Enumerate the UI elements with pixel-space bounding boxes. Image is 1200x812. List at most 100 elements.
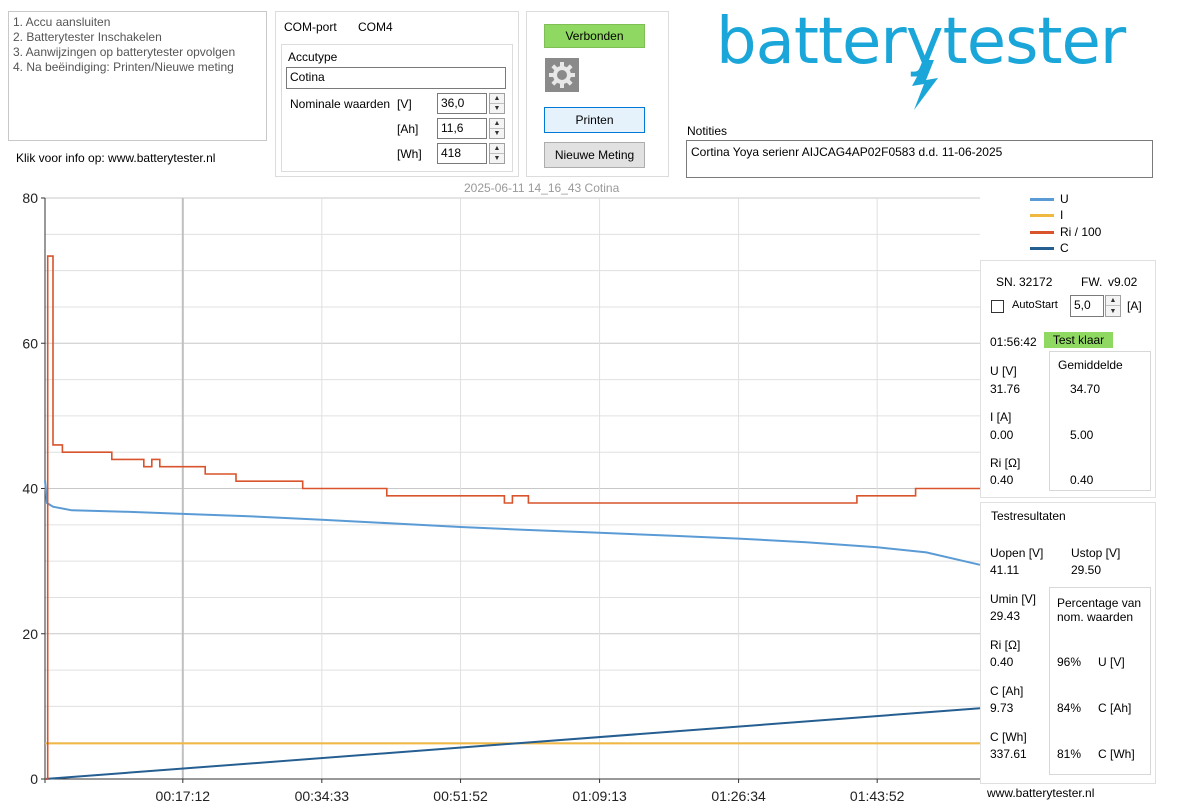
x-tick-label: 00:17:12: [156, 788, 211, 804]
results-panel: Testresultaten Uopen [V] 41.11 Ustop [V]…: [980, 502, 1156, 784]
device-panel: SN. 32172 FW. v9.02 AutoStart 5,0 ▲ ▼ [A]…: [980, 260, 1156, 498]
i-average: 5.00: [1070, 428, 1094, 442]
legend-u-label: U: [1060, 192, 1069, 206]
step-2: 2. Batterytester Inschakelen: [13, 30, 162, 44]
legend-c: C: [1030, 241, 1069, 255]
fw-value: v9.02: [1108, 275, 1138, 289]
ri-average: 0.40: [1070, 473, 1094, 487]
y-tick-label: 80: [22, 190, 38, 206]
ustop-value: 29.50: [1071, 563, 1102, 577]
instructions-box: 1. Accu aansluiten 2. Batterytester Insc…: [8, 11, 267, 141]
y-tick-label: 60: [22, 335, 38, 351]
legend-u: U: [1030, 192, 1069, 206]
results-ri-value: 0.40: [990, 655, 1014, 669]
average-group: Gemiddelde: [1049, 351, 1151, 491]
nominal-unit-wh: [Wh]: [397, 147, 422, 161]
spin-down-icon[interactable]: ▼: [493, 154, 501, 162]
u-label: U [V]: [990, 364, 1017, 378]
umin-label: Umin [V]: [990, 592, 1037, 606]
legend-c-label: C: [1060, 241, 1069, 255]
cah-percentage: 84%: [1057, 701, 1082, 715]
com-port-label: COM-port: [284, 20, 337, 34]
results-ri-label: Ri [Ω]: [990, 638, 1021, 652]
cah-label: C [Ah]: [990, 684, 1024, 698]
results-title: Testresultaten: [991, 509, 1066, 523]
step-4: 4. Na beëindiging: Printen/Nieuwe meting: [13, 60, 234, 74]
spin-up-icon[interactable]: ▲: [1106, 296, 1120, 306]
nominal-v-spinner[interactable]: ▲ ▼: [489, 93, 505, 114]
legend-ri-label: Ri / 100: [1060, 225, 1102, 239]
u-average: 34.70: [1070, 382, 1101, 396]
sn-label: SN.: [996, 275, 1017, 289]
settings-panel: COM-port COM4 Accutype Cotina Nominale w…: [275, 11, 519, 177]
percentage-title: Percentage van nom. waarden: [1057, 596, 1142, 624]
cwh-percentage: 81%: [1057, 747, 1082, 761]
elapsed-time: 01:56:42: [990, 335, 1037, 349]
autostart-label[interactable]: AutoStart: [1012, 299, 1058, 311]
series-u-line: [44, 480, 981, 566]
accutype-group: Accutype Cotina Nominale waarden [V] 36,…: [281, 44, 513, 172]
current-spinner[interactable]: ▲ ▼: [1105, 295, 1121, 317]
accutype-field[interactable]: Cotina: [286, 67, 506, 89]
i-value: 0.00: [990, 428, 1014, 442]
ri-label: Ri [Ω]: [990, 456, 1021, 470]
legend-i: I: [1030, 208, 1063, 222]
uopen-label: Uopen [V]: [990, 546, 1044, 560]
step-1: 1. Accu aansluiten: [13, 15, 111, 29]
x-tick-label: 00:34:33: [295, 788, 350, 804]
ri-value: 0.40: [990, 473, 1014, 487]
spin-down-icon[interactable]: ▼: [493, 129, 501, 137]
sn-value: 32172: [1019, 275, 1053, 289]
print-button[interactable]: Printen: [544, 107, 645, 133]
new-measurement-button[interactable]: Nieuwe Meting: [544, 142, 645, 168]
notes-field[interactable]: Cortina Yoya serienr AIJCAG4AP02F0583 d.…: [686, 140, 1153, 178]
notes-label: Notities: [687, 124, 728, 138]
u-percentage-unit: U [V]: [1098, 655, 1125, 669]
buttons-panel: Verbonden Printen Nieuwe Meting: [526, 11, 669, 177]
legend-i-label: I: [1060, 208, 1064, 222]
cwh-label: C [Wh]: [990, 730, 1027, 744]
connection-status: Verbonden: [544, 24, 645, 48]
y-tick-label: 0: [30, 771, 38, 787]
nominal-unit-v: [V]: [397, 97, 412, 111]
nominal-ah-field[interactable]: 11,6: [437, 118, 487, 139]
x-tick-label: 01:09:13: [572, 788, 627, 804]
test-status-badge: Test klaar: [1044, 332, 1113, 348]
lightning-bolt-icon: [912, 60, 938, 110]
info-link[interactable]: Klik voor info op: www.batterytester.nl: [16, 151, 216, 165]
percentage-group: Percentage van nom. waarden: [1049, 587, 1151, 775]
y-tick-label: 20: [22, 626, 38, 642]
spin-down-icon[interactable]: ▼: [493, 104, 501, 112]
spin-up-icon[interactable]: ▲: [490, 94, 504, 104]
x-tick-label: 01:43:52: [850, 788, 905, 804]
logo: batterytester: [716, 2, 1126, 112]
nominal-v-field[interactable]: 36,0: [437, 93, 487, 114]
accutype-label: Accutype: [288, 50, 338, 64]
gear-icon[interactable]: [545, 58, 579, 92]
nominal-label: Nominale waarden: [290, 97, 391, 111]
chart-title: 2025-06-11 14_16_43 Cotina: [464, 181, 620, 195]
nominal-ah-spinner[interactable]: ▲ ▼: [489, 118, 505, 139]
u-value: 31.76: [990, 382, 1021, 396]
x-tick-label: 00:51:52: [433, 788, 488, 804]
u-percentage: 96%: [1057, 655, 1082, 669]
ustop-label: Ustop [V]: [1071, 546, 1121, 560]
spin-up-icon[interactable]: ▲: [490, 144, 504, 154]
footer-url[interactable]: www.batterytester.nl: [987, 786, 1095, 800]
current-field[interactable]: 5,0: [1070, 295, 1104, 317]
nominal-unit-ah: [Ah]: [397, 122, 419, 136]
step-3: 3. Aanwijzingen op batterytester opvolge…: [13, 45, 236, 59]
fw-label: FW.: [1081, 275, 1103, 289]
com-port-value[interactable]: COM4: [358, 20, 393, 34]
cah-value: 9.73: [990, 701, 1014, 715]
nominal-wh-spinner[interactable]: ▲ ▼: [489, 143, 505, 164]
spin-up-icon[interactable]: ▲: [490, 119, 504, 129]
umin-value: 29.43: [990, 609, 1021, 623]
nominal-wh-field[interactable]: 418: [437, 143, 487, 164]
y-tick-label: 40: [22, 481, 38, 497]
series-ri-line: [45, 255, 980, 780]
spin-down-icon[interactable]: ▼: [1109, 307, 1117, 315]
current-unit: [A]: [1127, 299, 1142, 313]
autostart-checkbox[interactable]: [991, 300, 1004, 313]
x-tick-label: 01:26:34: [711, 788, 766, 804]
